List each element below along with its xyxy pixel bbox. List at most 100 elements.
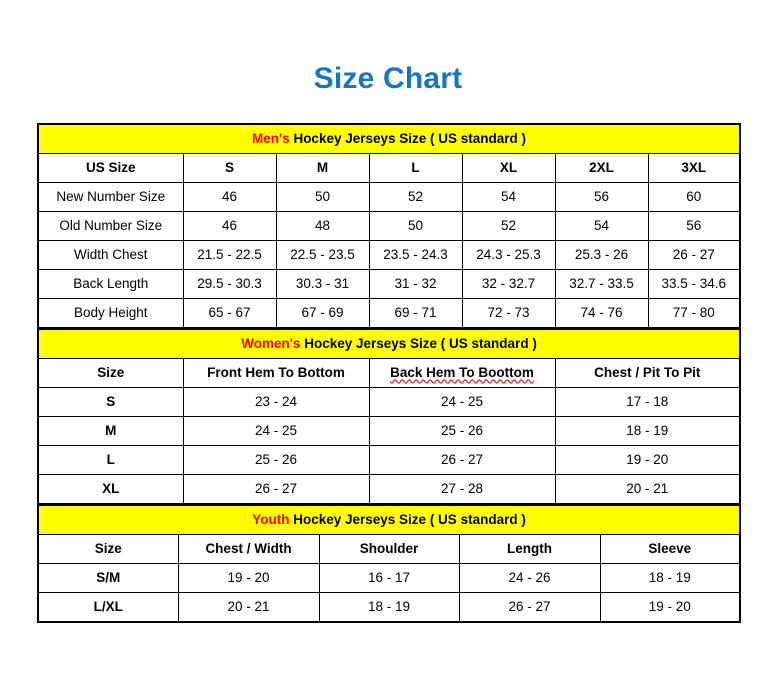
mens-cell: 32.7 - 33.5 xyxy=(554,269,649,299)
misspelled-word: Back Hem To Boottom xyxy=(390,364,534,380)
mens-cell: 54 xyxy=(461,182,556,212)
womens-row-label: L xyxy=(37,445,184,475)
mens-section-banner: Men's Hockey Jerseys Size ( US standard … xyxy=(37,123,741,154)
womens-column-header: Size xyxy=(37,358,184,388)
womens-cell: 23 - 24 xyxy=(182,387,370,417)
womens-column-header: Front Hem To Bottom xyxy=(182,358,370,388)
youth-column-header: Size xyxy=(37,534,179,564)
youth-size-table: Youth Hockey Jerseys Size ( US standard … xyxy=(37,505,742,623)
womens-cell: 17 - 18 xyxy=(554,387,741,417)
youth-cell: 20 - 21 xyxy=(177,592,320,623)
youth-column-header: Length xyxy=(458,534,601,564)
mens-cell: 32 - 32.7 xyxy=(461,269,556,299)
mens-column-header: XL xyxy=(461,153,556,183)
youth-banner-accent: Youth xyxy=(252,511,290,527)
size-tables-container: Men's Hockey Jerseys Size ( US standard … xyxy=(37,123,742,623)
mens-cell: 54 xyxy=(554,211,649,241)
youth-cell: 26 - 27 xyxy=(458,592,601,623)
womens-cell: 24 - 25 xyxy=(182,416,370,446)
mens-banner-accent: Men's xyxy=(251,130,290,146)
womens-column-header-misspelled: Back Hem To Boottom xyxy=(368,358,556,388)
youth-column-header-row: Size Chest / Width Shoulder Length Sleev… xyxy=(37,534,741,564)
youth-cell: 18 - 19 xyxy=(318,592,460,623)
womens-cell: 20 - 21 xyxy=(554,474,741,505)
table-row: Body Height 65 - 67 67 - 69 69 - 71 72 -… xyxy=(37,298,741,329)
mens-cell: 22.5 - 23.5 xyxy=(275,240,370,270)
mens-cell: 46 xyxy=(182,211,277,241)
mens-cell: 67 - 69 xyxy=(275,298,370,329)
mens-cell: 31 - 32 xyxy=(368,269,463,299)
womens-cell: 27 - 28 xyxy=(368,474,556,505)
womens-section-banner-row: Women's Hockey Jerseys Size ( US standar… xyxy=(37,329,741,359)
youth-row-label: L/XL xyxy=(37,592,179,623)
womens-cell: 25 - 26 xyxy=(368,416,556,446)
mens-row-label: New Number Size xyxy=(37,182,184,212)
youth-cell: 16 - 17 xyxy=(318,563,460,593)
womens-cell: 26 - 27 xyxy=(368,445,556,475)
mens-cell: 25.3 - 26 xyxy=(554,240,649,270)
mens-cell: 23.5 - 24.3 xyxy=(368,240,463,270)
womens-row-label: XL xyxy=(37,474,184,505)
womens-section-banner: Women's Hockey Jerseys Size ( US standar… xyxy=(37,329,741,359)
mens-column-header: US Size xyxy=(37,153,184,183)
mens-column-header-row: US Size S M L XL 2XL 3XL xyxy=(37,153,741,183)
table-row: New Number Size 46 50 52 54 56 60 xyxy=(37,182,741,212)
womens-row-label: M xyxy=(37,416,184,446)
youth-cell: 18 - 19 xyxy=(599,563,741,593)
mens-cell: 29.5 - 30.3 xyxy=(182,269,277,299)
youth-column-header: Sleeve xyxy=(599,534,741,564)
mens-cell: 52 xyxy=(461,211,556,241)
youth-column-header: Shoulder xyxy=(318,534,460,564)
page-title: Size Chart xyxy=(313,62,463,95)
mens-size-table: Men's Hockey Jerseys Size ( US standard … xyxy=(37,123,742,329)
table-row: S/M 19 - 20 16 - 17 24 - 26 18 - 19 xyxy=(37,563,741,593)
mens-cell: 52 xyxy=(368,182,463,212)
mens-cell: 48 xyxy=(275,211,370,241)
mens-cell: 50 xyxy=(368,211,463,241)
mens-banner-rest: Hockey Jerseys Size ( US standard ) xyxy=(289,130,527,146)
youth-row-label: S/M xyxy=(37,563,179,593)
youth-cell: 24 - 26 xyxy=(458,563,601,593)
table-row: Back Length 29.5 - 30.3 30.3 - 31 31 - 3… xyxy=(37,269,741,299)
mens-column-header: 3XL xyxy=(647,153,741,183)
womens-banner-accent: Women's xyxy=(241,335,301,351)
table-row: L/XL 20 - 21 18 - 19 26 - 27 19 - 20 xyxy=(37,592,741,623)
womens-column-header: Chest / Pit To Pit xyxy=(554,358,741,388)
mens-cell: 60 xyxy=(647,182,741,212)
mens-column-header: M xyxy=(275,153,370,183)
table-row: Width Chest 21.5 - 22.5 22.5 - 23.5 23.5… xyxy=(37,240,741,270)
mens-cell: 74 - 76 xyxy=(554,298,649,329)
youth-section-banner: Youth Hockey Jerseys Size ( US standard … xyxy=(37,505,741,535)
mens-column-header: 2XL xyxy=(554,153,649,183)
womens-cell: 24 - 25 xyxy=(368,387,556,417)
mens-row-label: Width Chest xyxy=(37,240,184,270)
youth-section-banner-row: Youth Hockey Jerseys Size ( US standard … xyxy=(37,505,741,535)
table-row: XL 26 - 27 27 - 28 20 - 21 xyxy=(37,474,741,505)
mens-section-banner-row: Men's Hockey Jerseys Size ( US standard … xyxy=(37,123,741,154)
mens-column-header: S xyxy=(182,153,277,183)
youth-column-header: Chest / Width xyxy=(177,534,320,564)
womens-cell: 19 - 20 xyxy=(554,445,741,475)
mens-cell: 56 xyxy=(554,182,649,212)
mens-cell: 21.5 - 22.5 xyxy=(182,240,277,270)
mens-row-label: Old Number Size xyxy=(37,211,184,241)
mens-row-label: Body Height xyxy=(37,298,184,329)
table-row: S 23 - 24 24 - 25 17 - 18 xyxy=(37,387,741,417)
youth-cell: 19 - 20 xyxy=(177,563,320,593)
womens-banner-rest: Hockey Jerseys Size ( US standard ) xyxy=(300,335,537,351)
mens-cell: 72 - 73 xyxy=(461,298,556,329)
mens-cell: 46 xyxy=(182,182,277,212)
table-row: Old Number Size 46 48 50 52 54 56 xyxy=(37,211,741,241)
mens-cell: 56 xyxy=(647,211,741,241)
womens-cell: 18 - 19 xyxy=(554,416,741,446)
womens-row-label: S xyxy=(37,387,184,417)
mens-column-header: L xyxy=(368,153,463,183)
mens-cell: 77 - 80 xyxy=(647,298,741,329)
mens-cell: 50 xyxy=(275,182,370,212)
mens-cell: 33.5 - 34.6 xyxy=(647,269,741,299)
table-row: L 25 - 26 26 - 27 19 - 20 xyxy=(37,445,741,475)
youth-banner-rest: Hockey Jerseys Size ( US standard ) xyxy=(289,511,526,527)
mens-cell: 65 - 67 xyxy=(182,298,277,329)
womens-size-table: Women's Hockey Jerseys Size ( US standar… xyxy=(37,329,742,505)
